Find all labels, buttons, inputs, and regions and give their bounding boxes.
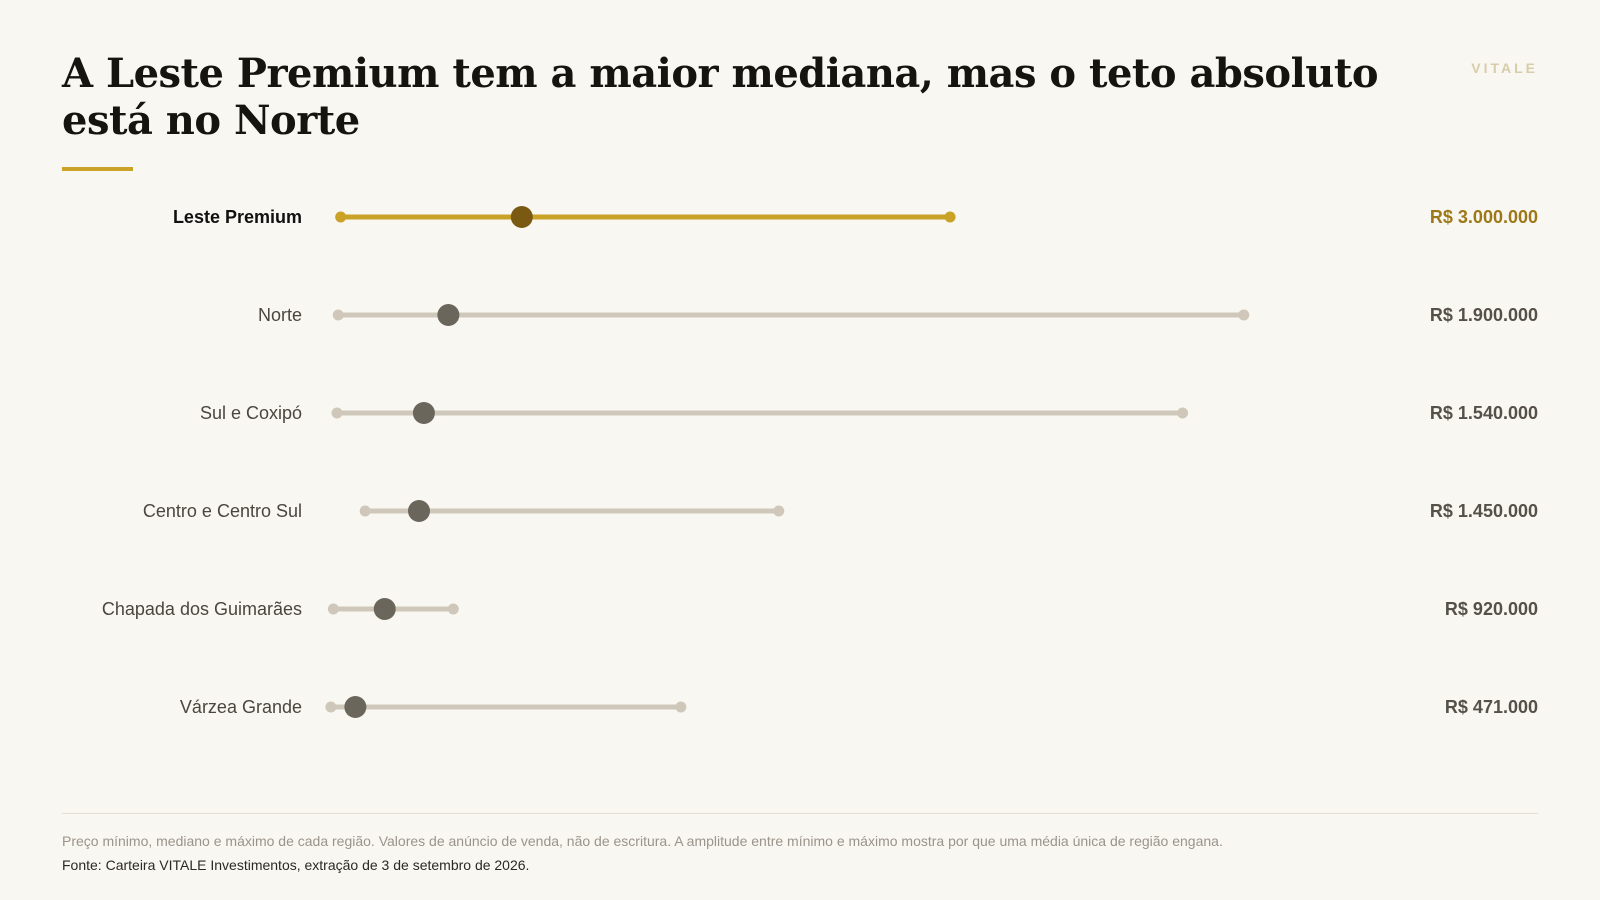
median-point-varzea-grande [344, 696, 367, 718]
max-point-leste-premium [944, 211, 956, 223]
max-point-centro-e-centro-sul [773, 505, 785, 517]
footer-divider [62, 813, 1538, 814]
min-point-chapada-dos-guimaraes [327, 603, 339, 615]
value-label-norte: R$ 1.900.000 [1430, 305, 1538, 325]
min-point-norte [332, 309, 344, 321]
value-label-varzea-grande: R$ 471.000 [1445, 697, 1538, 717]
chart-title: A Leste Premium tem a maior mediana, mas… [62, 50, 1379, 144]
title-accent-rule [62, 167, 133, 171]
value-label-sul-e-coxipo: R$ 1.540.000 [1430, 403, 1538, 423]
value-label-leste-premium: R$ 3.000.000 [1430, 207, 1538, 227]
row-label-varzea-grande: Várzea Grande [180, 697, 302, 717]
min-point-varzea-grande [325, 701, 337, 713]
row-label-norte: Norte [258, 305, 302, 325]
brand-logo: VITALE [1471, 60, 1538, 76]
max-point-chapada-dos-guimaraes [447, 603, 459, 615]
range-dot-chart: Leste Premium R$ 3.000.000 Norte R$ 1.900.0… [102, 206, 1538, 718]
max-point-varzea-grande [675, 701, 687, 713]
max-point-sul-e-coxipo [1177, 407, 1189, 419]
median-point-leste-premium [510, 206, 533, 228]
row-label-centro-e-centro-sul: Centro e Centro Sul [143, 501, 302, 521]
row-label-chapada-dos-guimaraes: Chapada dos Guimarães [102, 599, 302, 619]
value-label-chapada-dos-guimaraes: R$ 920.000 [1445, 599, 1538, 619]
row-label-sul-e-coxipo: Sul e Coxipó [200, 403, 302, 423]
median-point-sul-e-coxipo [412, 402, 435, 424]
value-label-centro-e-centro-sul: R$ 1.450.000 [1430, 501, 1538, 521]
median-point-centro-e-centro-sul [408, 500, 430, 522]
max-point-norte [1238, 309, 1250, 321]
row-label-leste-premium: Leste Premium [173, 207, 302, 227]
median-point-chapada-dos-guimaraes [373, 598, 396, 620]
min-point-centro-e-centro-sul [359, 505, 371, 517]
median-point-norte [437, 304, 460, 326]
min-point-leste-premium [335, 211, 347, 223]
min-point-sul-e-coxipo [331, 407, 343, 419]
chart-note: Preço mínimo, mediano e máximo de cada r… [62, 833, 1223, 849]
chart-source: Fonte: Carteira VITALE Investimentos, ex… [62, 857, 530, 873]
